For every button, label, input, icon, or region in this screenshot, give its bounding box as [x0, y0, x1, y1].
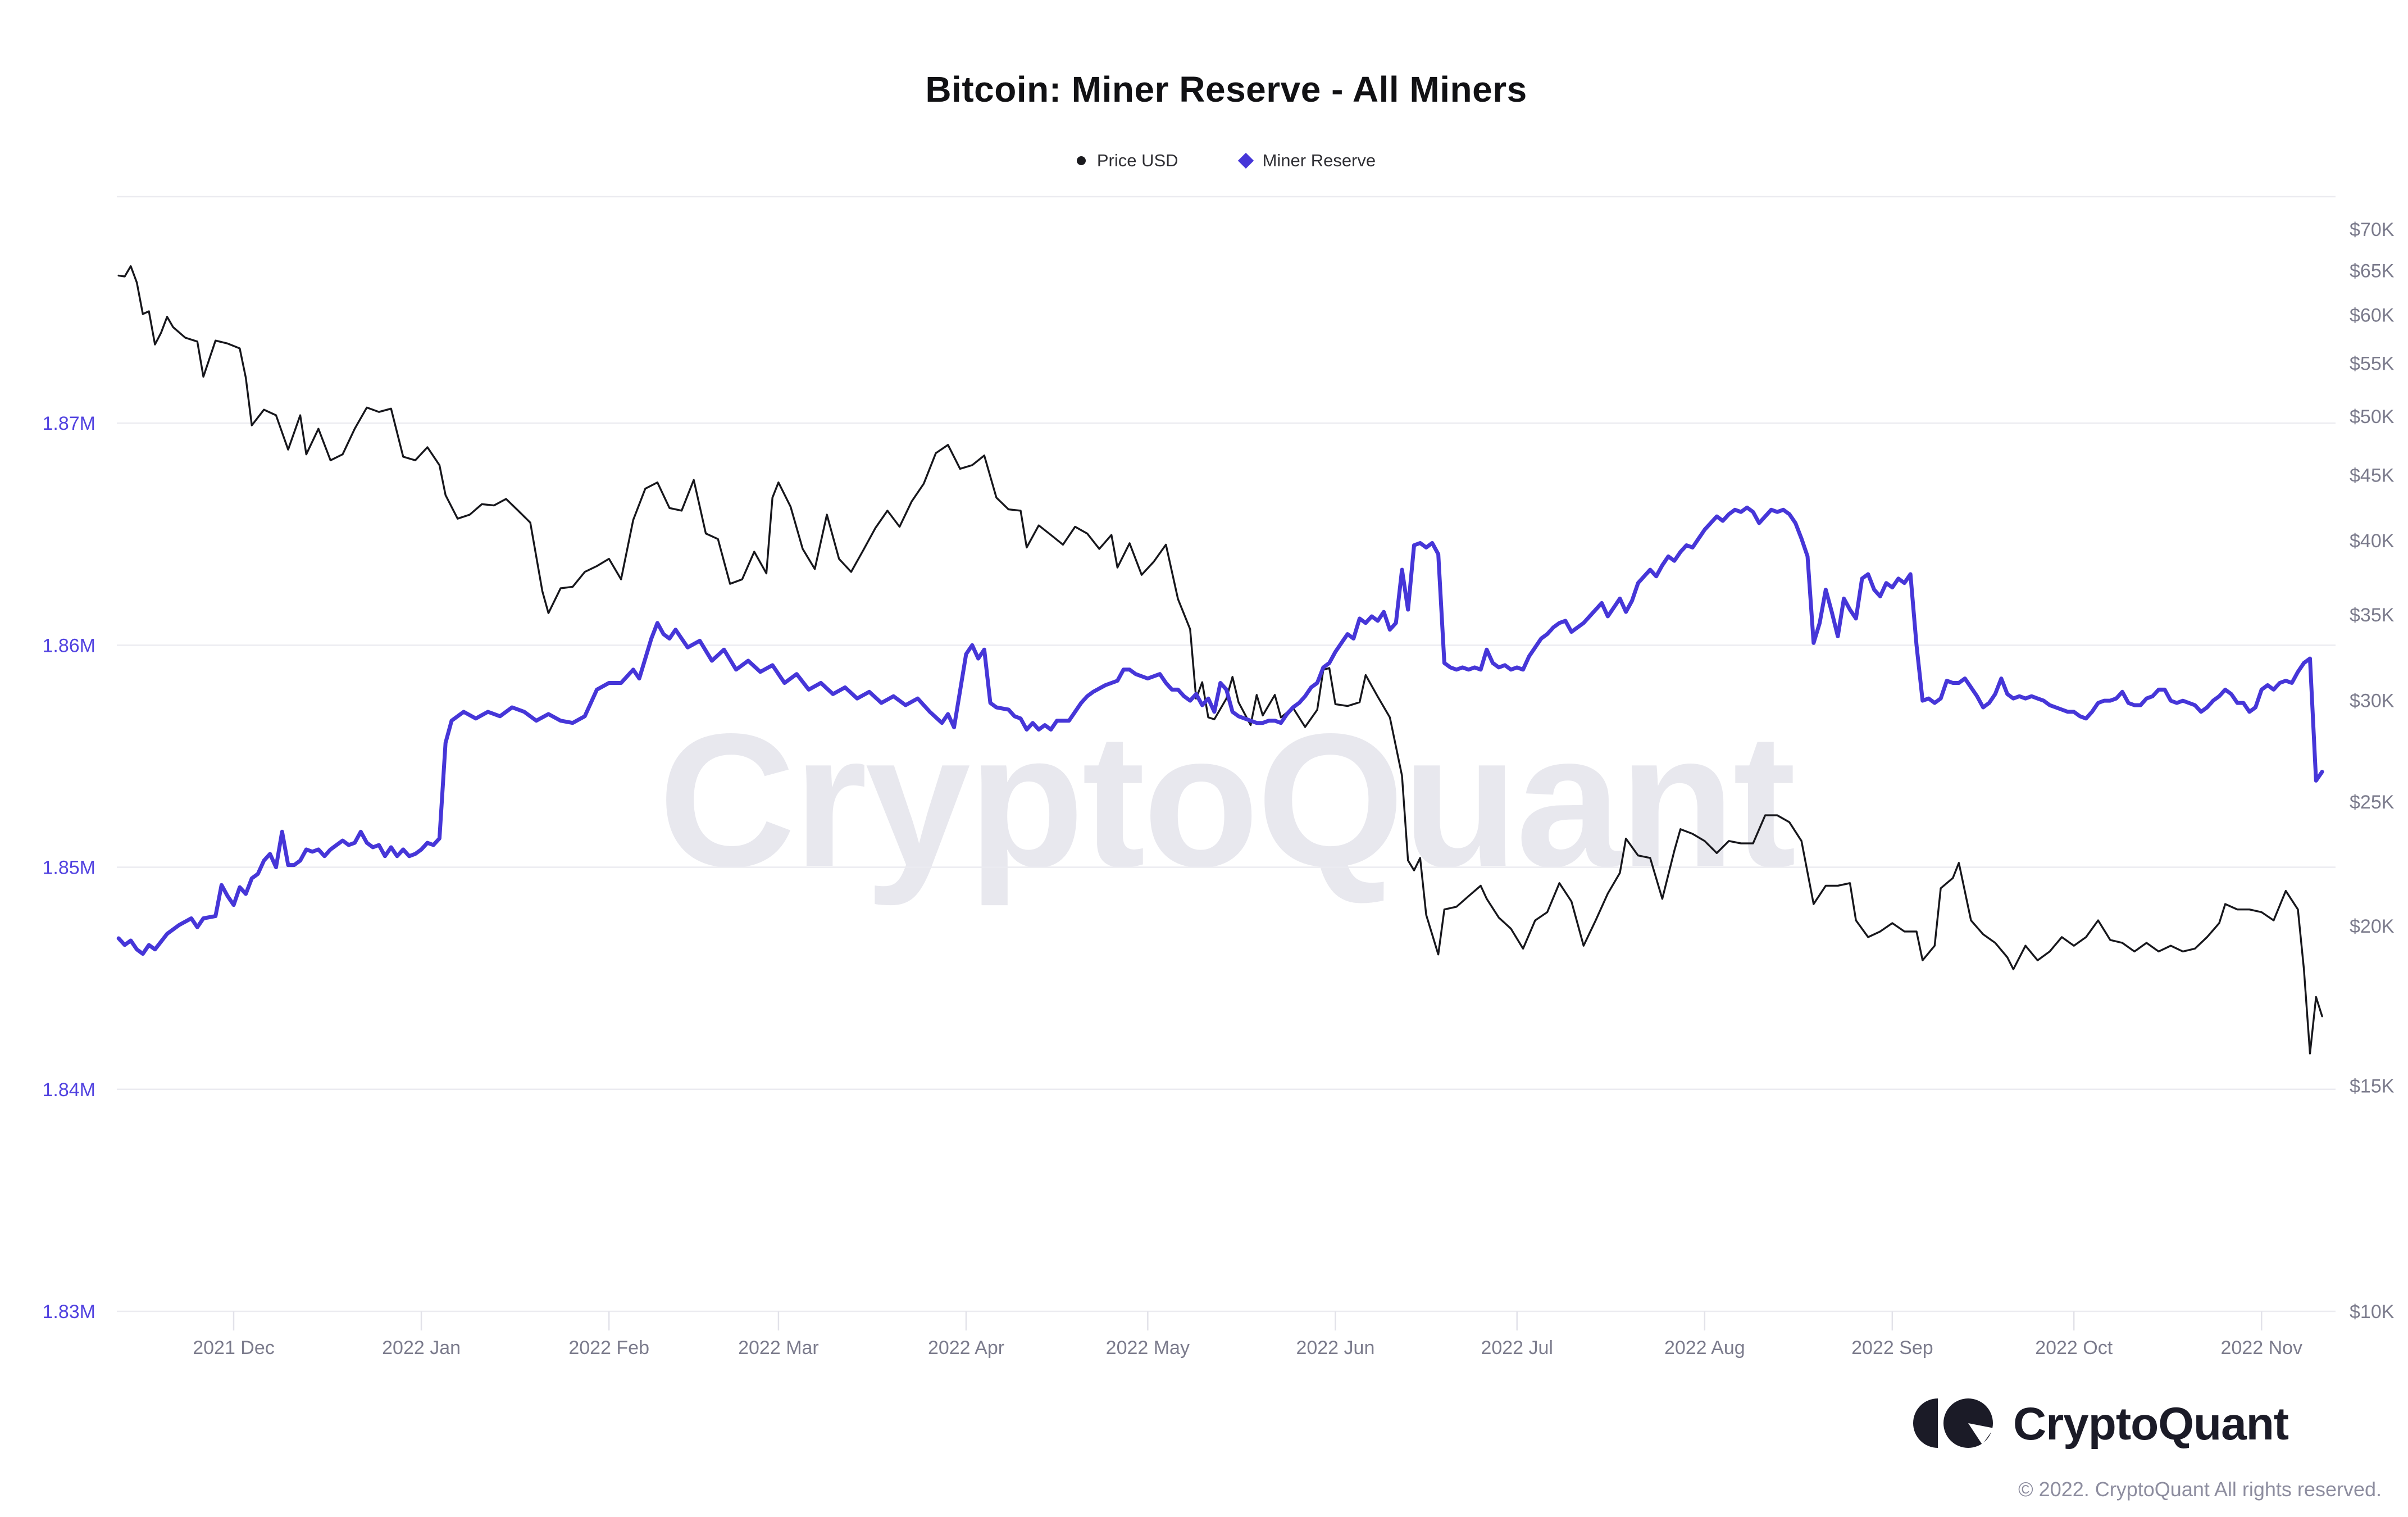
y-left-tick-label: 1.83M	[43, 1301, 96, 1323]
x-tick-label: 2022 Jun	[1296, 1337, 1374, 1359]
y-right-tick-label: $20K	[2350, 916, 2395, 937]
y-right-tick-label: $45K	[2350, 465, 2395, 486]
y-right-tick-label: $15K	[2350, 1076, 2395, 1097]
legend-label-price: Price USD	[1096, 151, 1178, 170]
y-right-tick-label: $30K	[2350, 691, 2395, 712]
y-left-tick-label: 1.85M	[43, 857, 96, 879]
x-tick-label: 2022 Aug	[1664, 1337, 1745, 1359]
y-left-tick-label: 1.87M	[43, 413, 96, 434]
x-tick-label: 2022 Jan	[382, 1337, 461, 1359]
x-tick-label: 2022 Sep	[1851, 1337, 1933, 1359]
y-right-tick-label: $70K	[2350, 219, 2395, 240]
y-right-tick-label: $10K	[2350, 1301, 2395, 1323]
y-right-tick-label: $40K	[2350, 530, 2395, 552]
y-right-tick-label: $25K	[2350, 792, 2395, 813]
legend-label-miner-reserve: Miner Reserve	[1262, 151, 1376, 170]
y-right-tick-label: $35K	[2350, 605, 2395, 626]
legend-item-price-usd[interactable]: Price USD	[1076, 151, 1178, 171]
grid-layer	[117, 196, 2336, 1312]
footer-copyright: © 2022. CryptoQuant All rights reserved.	[2018, 1478, 2382, 1501]
x-tick-label: 2022 Apr	[928, 1337, 1004, 1359]
x-tick-label: 2022 Nov	[2221, 1337, 2303, 1359]
y-right-tick-label: $55K	[2350, 353, 2395, 375]
x-tick-label: 2022 Oct	[2035, 1337, 2113, 1359]
page-title: Bitcoin: Miner Reserve - All Miners	[925, 69, 1527, 110]
x-tick-label: 2022 Jul	[1481, 1337, 1553, 1359]
x-tick-label: 2022 May	[1106, 1337, 1190, 1359]
cryptoquant-watermark: CryptoQuant	[117, 691, 2336, 910]
axis-layer: 1.87M 1.86M 1.85M 1.84M 1.83M $70K $65K $60K $55…	[43, 219, 2395, 1359]
plot-area[interactable]	[117, 197, 2336, 1311]
y-left-tick-label: 1.84M	[43, 1079, 96, 1101]
y-left-tick-label: 1.86M	[43, 635, 96, 656]
legend-item-miner-reserve[interactable]: Miner Reserve	[1237, 151, 1376, 171]
cryptoquant-logo-icon	[1913, 1398, 1994, 1448]
chart-legend: Price USD Miner Reserve	[117, 151, 2336, 171]
x-tick-label: 2022 Feb	[568, 1337, 649, 1359]
price-dot-icon	[1076, 156, 1086, 165]
x-tick-label: 2022 Mar	[738, 1337, 819, 1359]
footer-brand-text: CryptoQuant	[2013, 1398, 2289, 1450]
series-line-miner-reserve	[116, 505, 2324, 956]
x-tick-label: 2021 Dec	[193, 1337, 275, 1359]
y-right-tick-label: $65K	[2350, 260, 2395, 281]
footer-logo[interactable]: CryptoQuant	[1905, 1393, 2289, 1455]
series-layer	[116, 265, 2324, 1055]
y-right-tick-label: $60K	[2350, 305, 2395, 326]
y-right-tick-label: $50K	[2350, 406, 2395, 428]
series-line-price-usd	[117, 265, 2323, 1055]
